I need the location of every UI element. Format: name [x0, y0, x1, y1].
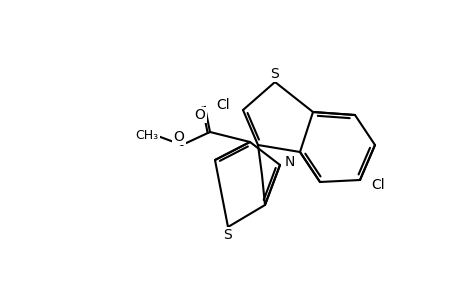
Text: S: S — [270, 67, 279, 81]
Text: CH₃: CH₃ — [135, 128, 158, 142]
Text: S: S — [223, 228, 232, 242]
Text: O: O — [194, 108, 205, 122]
Text: Cl: Cl — [216, 98, 230, 112]
Text: O: O — [173, 130, 184, 144]
Text: Cl: Cl — [370, 178, 384, 192]
Text: N: N — [284, 155, 295, 169]
